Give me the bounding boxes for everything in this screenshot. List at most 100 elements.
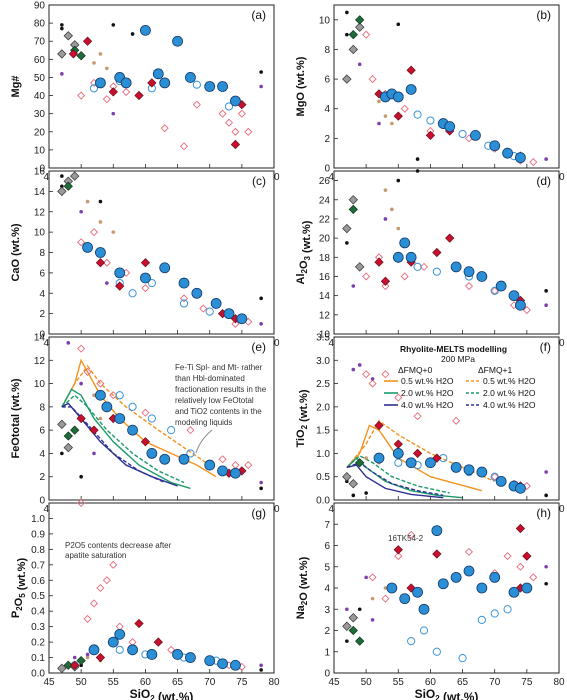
point-blue-circle [495,475,507,487]
point-open-diamond [407,530,416,539]
point-blue-circle [476,271,488,282]
point-blue-circle [120,77,132,89]
x-tick-label: 80 [268,677,280,688]
annotation-e-line-3: fractionation results in the [175,385,267,394]
point-purple-dot [259,663,263,668]
point-purple-dot [345,607,349,612]
point-red-diamond [515,523,526,534]
point-red-diamond [445,233,455,243]
point-purple-dot [357,62,362,67]
y-tick-label: 40 [34,91,46,102]
point-open-diamond [419,262,429,271]
point-green-diamond [355,15,365,25]
point-open-circle [413,262,422,271]
point-gray-diamond [63,31,73,41]
y-tick-label: 10 [34,145,46,156]
point-blue-circle [95,247,106,258]
point-open-circle [167,426,176,435]
y-tick-label: 6 [39,426,45,437]
point-open-diamond [231,319,240,328]
point-open-circle [426,116,435,125]
point-open-diamond [368,379,377,388]
point-blue-circle [114,413,126,424]
y-tick-label: 12 [34,356,46,367]
point-blue-circle [178,453,190,465]
point-gray-diamond [348,44,358,55]
point-purple-dot [544,157,548,161]
y-tick-label: 0.8 [31,545,45,556]
point-blue-circle [392,448,404,459]
point-open-diamond [394,552,403,561]
x-tick-label: 55 [108,677,120,688]
point-blue-circle [392,251,404,263]
point-open-diamond [529,158,538,167]
point-purple-dot [351,367,356,372]
point-open-diamond [218,455,227,464]
y-tick-label: 0 [39,496,45,507]
point-green-diamond [348,204,358,214]
point-blue-circle [101,401,113,413]
point-open-diamond [179,294,189,303]
model-curve [346,464,444,499]
point-open-circle [115,645,124,654]
panel-label: (f) [540,340,551,354]
panel-label: (g) [251,506,266,520]
point-red-diamond [374,89,384,99]
point-green-diamond [76,656,86,666]
point-blue-circle [508,586,520,598]
y-tick-label: 12 [34,207,46,218]
y-tick-label: 14 [319,291,331,302]
point-open-circle [419,626,429,635]
point-black-dot [79,474,83,479]
point-blue-circle [463,464,475,476]
y-axis-label: TiO2 (wt.%) [295,389,310,447]
panel-e: 024681012144550556065707580FeOtotal (wt.… [10,333,280,516]
point-red-diamond [406,583,416,593]
y-tick-label: 0 [324,164,330,175]
point-red-diamond [230,139,241,150]
point-red-diamond [153,637,163,647]
point-blue-circle [127,644,138,656]
y-tick-label: 6 [324,541,330,552]
y-tick-label: 4 [324,104,330,115]
y-tick-label: 16 [319,272,331,283]
point-red-diamond [140,258,151,268]
y-tick-label: 0.9 [31,529,45,540]
point-open-circle [458,129,467,139]
y-tick-label: 1 [324,647,330,658]
point-red-diamond [393,111,403,121]
point-blue-circle [392,91,404,103]
annotation-e-line-2: than Hbl-dominated [175,374,245,383]
y-tick-label: 10 [319,15,331,26]
point-open-diamond [122,87,131,96]
point-blue-circle [386,582,398,594]
point-blue-circle [217,81,228,92]
x-tick-label: 70 [204,677,216,688]
point-open-circle [128,289,137,298]
y-tick-label: 80 [34,19,46,30]
point-open-diamond [77,344,86,353]
point-open-diamond [141,408,150,417]
point-open-circle [115,391,124,400]
point-tan-dot [92,61,96,65]
y-tick-label: 0.0 [316,496,330,507]
point-open-circle [490,609,499,618]
point-blue-circle [399,237,411,249]
point-blue-circle [185,72,196,83]
point-open-diamond [237,109,246,118]
legend-entry-col1: 2.0 wt.% H2O [401,388,454,398]
point-red-diamond [406,65,416,75]
point-open-circle [89,84,99,93]
point-green-diamond [63,660,73,670]
point-blue-circle [463,565,475,577]
point-open-diamond [83,614,92,623]
y-tick-label: 16 [34,167,46,178]
x-tick-label: 65 [172,677,184,688]
point-tan-dot [383,188,388,192]
panel-a: 01020304050607080904550556065707580Mg#(a… [10,1,280,184]
y-tick-label: 0 [324,669,330,680]
point-red-diamond [432,549,442,559]
point-blue-circle [172,35,183,47]
point-gray-diamond [342,621,352,631]
point-tan-dot [364,456,368,460]
